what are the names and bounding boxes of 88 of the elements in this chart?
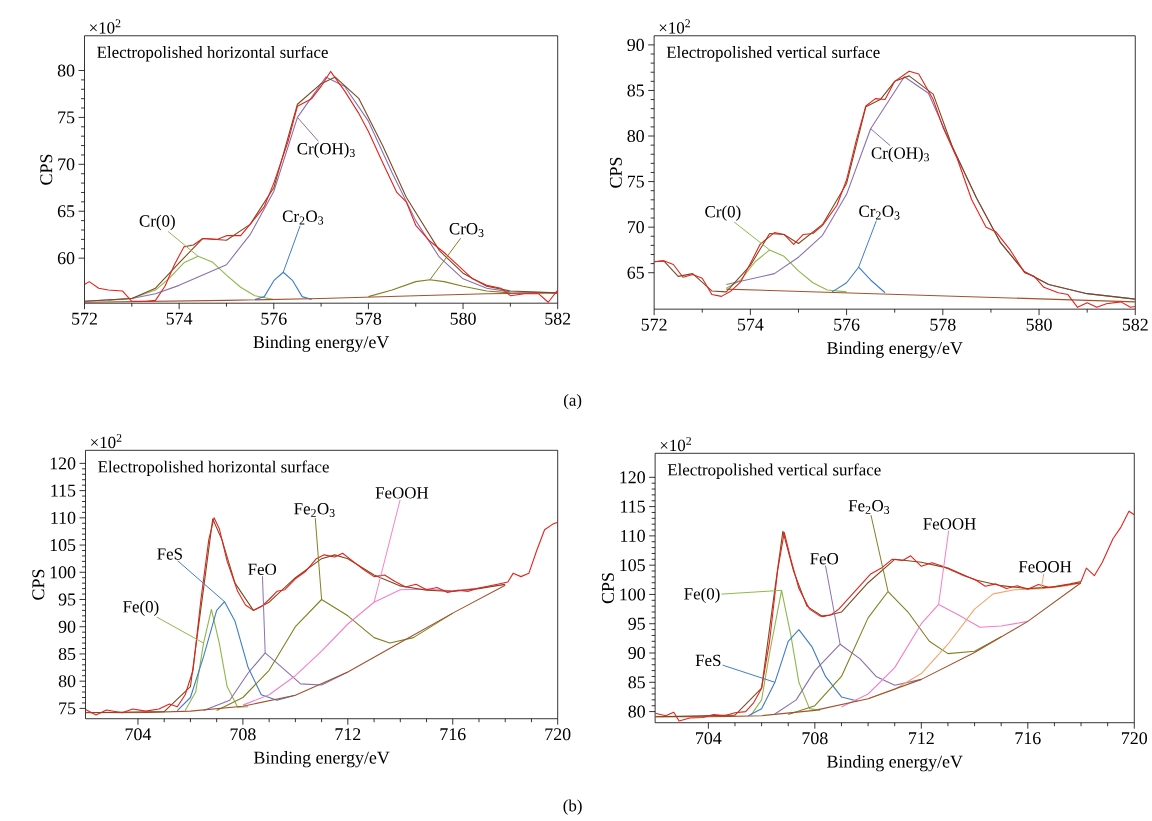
y-tick-label: 85 [628, 676, 645, 689]
legend-label: Cr(OH)$_{3}$ [871, 146, 929, 163]
y-tick-label: 75 [58, 111, 75, 124]
x-tick-label: 572 [72, 312, 97, 325]
y-tick-label: 75 [59, 702, 76, 715]
text: (b) [563, 799, 582, 815]
y-tick-label: 105 [620, 559, 645, 572]
y-tick-label: 115 [621, 500, 645, 513]
text: FeS [157, 548, 182, 560]
legend-label: Fe(0) [684, 587, 720, 603]
text: Fe$_{2}$O$_{3}$ [294, 503, 335, 517]
x-axis-title: Binding energy/eV [253, 751, 390, 768]
text: Fe$_{2}$O$_{3}$ [848, 500, 890, 514]
x-tick-label: 576 [834, 318, 860, 331]
y-tick-label: 100 [50, 566, 76, 579]
x-tick-label: 704 [696, 732, 722, 745]
y-tick-label: 70 [58, 158, 75, 171]
x-axis-title: Binding energy/eV [253, 335, 390, 352]
text: (a) [563, 393, 582, 410]
text: FeO [810, 552, 839, 565]
y-axis-title: CPS [32, 569, 45, 600]
x-tick-label: 582 [1122, 318, 1148, 331]
series-label: Cr(0) [139, 214, 175, 231]
x-tick-label: 720 [545, 728, 571, 741]
x-tick-label: 716 [1015, 732, 1041, 745]
y-tick-label: 110 [51, 511, 76, 524]
x-tick-label: 708 [230, 728, 256, 741]
text: Cr(0) [705, 205, 741, 221]
x-tick-label: 720 [1122, 732, 1148, 745]
text: CrO$_{3}$ [449, 223, 484, 237]
text: ×10$^{2}$ [659, 19, 690, 34]
y-tick-label: 70 [627, 221, 644, 234]
y-tick-label: 90 [627, 38, 644, 51]
y-tick-label: 90 [58, 620, 76, 633]
y-tick-label: 90 [628, 646, 645, 659]
y-tick-label: 105 [50, 538, 76, 552]
text: ×10$^{2}$ [90, 19, 121, 34]
y-tick-label: 110 [621, 529, 645, 542]
x-axis-title: Binding energy/eV [827, 754, 963, 772]
x-tick-label: 574 [166, 312, 193, 325]
x-tick-label: 580 [1026, 318, 1052, 331]
x-axis-title: Binding energy/eV [827, 341, 963, 358]
y-axis-title: CPS [40, 154, 53, 185]
y-tick-label: 95 [628, 617, 645, 630]
x-tick-label: 712 [909, 732, 934, 744]
y-axis-title: CPS [609, 157, 622, 188]
text: FeOOH [375, 487, 429, 499]
legend-label: Cr(OH)$_{3}$ [297, 142, 355, 158]
x-tick-label: 578 [930, 318, 956, 331]
y-tick-label: 65 [57, 205, 75, 218]
x-tick-label: 712 [335, 728, 361, 740]
x-tick-label: 572 [641, 318, 667, 331]
y-tick-label: 95 [58, 593, 76, 606]
x-tick-label: 582 [545, 312, 571, 325]
y-tick-label: 100 [620, 588, 645, 601]
y-tick-label: 65 [627, 266, 644, 279]
y-tick-label: 80 [58, 675, 76, 688]
text: Electropolished vertical surface [666, 45, 880, 62]
y-tick-label: 80 [57, 64, 75, 77]
x-tick-label: 580 [450, 312, 476, 325]
x-tick-label: 578 [356, 312, 382, 325]
y-tick-label: 80 [627, 129, 644, 142]
text: Fe(0) [123, 600, 159, 616]
y-tick-label: 75 [627, 175, 644, 188]
x-tick-label: 708 [802, 732, 828, 745]
text: Cr$_{2}$O$_{3}$ [282, 210, 324, 225]
y-tick-label: 80 [628, 705, 645, 718]
text: Cr$_{2}$O$_{3}$ [859, 205, 900, 220]
text: FeO [248, 563, 277, 575]
x-tick-label: 576 [261, 312, 287, 325]
y-tick-label: 85 [627, 84, 644, 97]
text: Electropolished horizontal surface [97, 45, 328, 62]
text: ×10$^{2}$ [91, 433, 122, 449]
y-tick-label: 115 [51, 484, 76, 497]
y-tick-label: 85 [58, 647, 76, 660]
series-label: FeOOH [1018, 560, 1072, 573]
text: Electropolished vertical surface [667, 463, 881, 479]
y-tick-label: 120 [50, 457, 76, 470]
text: FeOOH [923, 518, 976, 530]
text: FeS [695, 654, 721, 667]
x-tick-label: 574 [737, 318, 764, 331]
x-tick-label: 716 [440, 728, 466, 741]
text: Electropolished horizontal surface [98, 460, 329, 476]
y-axis-title: CPS [601, 573, 614, 604]
y-tick-label: 120 [620, 471, 645, 484]
text: ×10$^{2}$ [660, 436, 691, 452]
y-tick-label: 60 [57, 252, 75, 265]
x-tick-label: 704 [125, 728, 152, 741]
